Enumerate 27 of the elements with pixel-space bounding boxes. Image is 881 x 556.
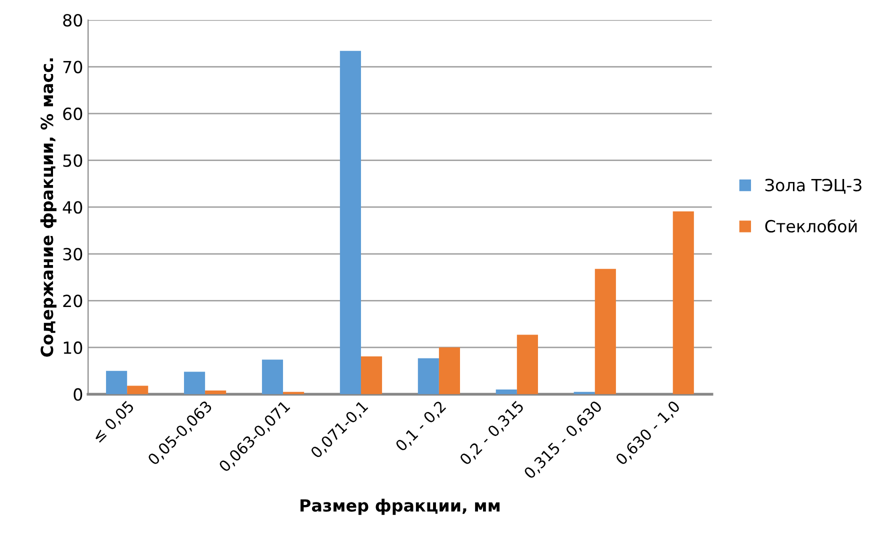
- legend-label: Стеклобой: [765, 219, 857, 233]
- y-tick-label: 80: [63, 14, 82, 27]
- bar: [594, 268, 616, 394]
- bar: [106, 370, 128, 394]
- y-tick-label: 20: [63, 294, 82, 308]
- bar: [418, 358, 439, 394]
- y-tick-label: 0: [74, 388, 82, 401]
- bar: [184, 372, 206, 394]
- bar: [340, 50, 361, 394]
- bar: [672, 211, 694, 394]
- bar: [496, 390, 517, 394]
- y-tick-label: 50: [63, 154, 82, 167]
- bar: [516, 334, 538, 394]
- bar: [127, 386, 148, 394]
- y-axis-title: Содержание фракции, % масс.: [40, 58, 56, 357]
- bar: [262, 360, 284, 394]
- y-tick-label: 10: [64, 341, 82, 354]
- y-tick-label: 60: [63, 108, 82, 120]
- y-tick-label: 30: [63, 248, 82, 260]
- y-tick-label: 70: [63, 60, 82, 74]
- legend-label: Зола ТЭЦ-3: [765, 178, 862, 194]
- x-axis-title: Размер фракции, мм: [300, 498, 500, 515]
- bar: [438, 347, 460, 394]
- y-tick-label: 40: [62, 201, 82, 214]
- bar: [360, 356, 382, 394]
- bar: [205, 390, 226, 394]
- x-tick-label: 0,1 - 0,2: [394, 400, 448, 453]
